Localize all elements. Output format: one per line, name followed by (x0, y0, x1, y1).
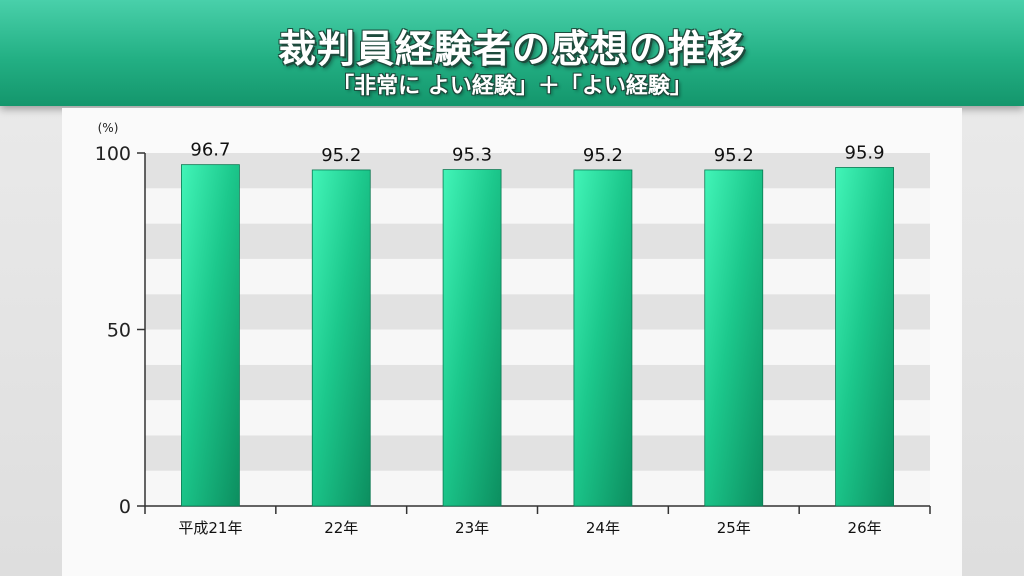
x-tick-label: 24年 (586, 519, 620, 537)
grid-band (145, 153, 930, 189)
bar-value-label: 95.3 (452, 145, 492, 166)
x-tick-label: 平成21年 (178, 519, 242, 537)
x-tick-label: 26年 (848, 519, 882, 537)
bar (311, 169, 371, 507)
grid-band (145, 294, 930, 330)
bar (704, 169, 764, 507)
axes: (%) 0 50 100 (95, 121, 931, 518)
labels: 96.7 平成21年 95.2 22年 95.3 23年 95.2 24年 95.2 25年 95.… (178, 140, 884, 537)
x-tick-label: 23年 (455, 519, 489, 537)
grid-bands (145, 153, 930, 506)
bars (181, 164, 894, 507)
bar (835, 167, 894, 507)
grid-band (145, 435, 930, 471)
x-tick-label: 25年 (717, 519, 751, 537)
y-tick-label: 100 (95, 143, 131, 165)
grid-band (145, 223, 930, 259)
bar-value-label: 95.9 (845, 142, 885, 163)
grid-band (145, 470, 930, 506)
grid-band (145, 364, 930, 401)
bar-value-label: 95.2 (714, 145, 754, 166)
x-tick-label: 22年 (324, 519, 358, 537)
bar (442, 169, 502, 507)
bar (181, 164, 240, 507)
grid-band (145, 329, 930, 365)
grid-band (145, 258, 930, 295)
grid-band (145, 400, 930, 436)
bar-value-label: 96.7 (190, 140, 230, 161)
grid-band (145, 188, 930, 224)
bar-value-label: 95.2 (321, 145, 361, 166)
bar (573, 169, 633, 507)
chart-subtitle: 「非常に よい経験」＋「よい経験」 (332, 74, 692, 99)
bar-value-label: 95.2 (583, 145, 623, 166)
y-tick-label: 50 (107, 320, 131, 342)
header-banner: 裁判員経験者の感想の推移 「非常に よい経験」＋「よい経験」 (0, 0, 1024, 106)
y-axis-unit: (%) (98, 121, 119, 135)
y-tick-label: 0 (119, 496, 131, 518)
chart-title: 裁判員経験者の感想の推移 (277, 27, 746, 71)
